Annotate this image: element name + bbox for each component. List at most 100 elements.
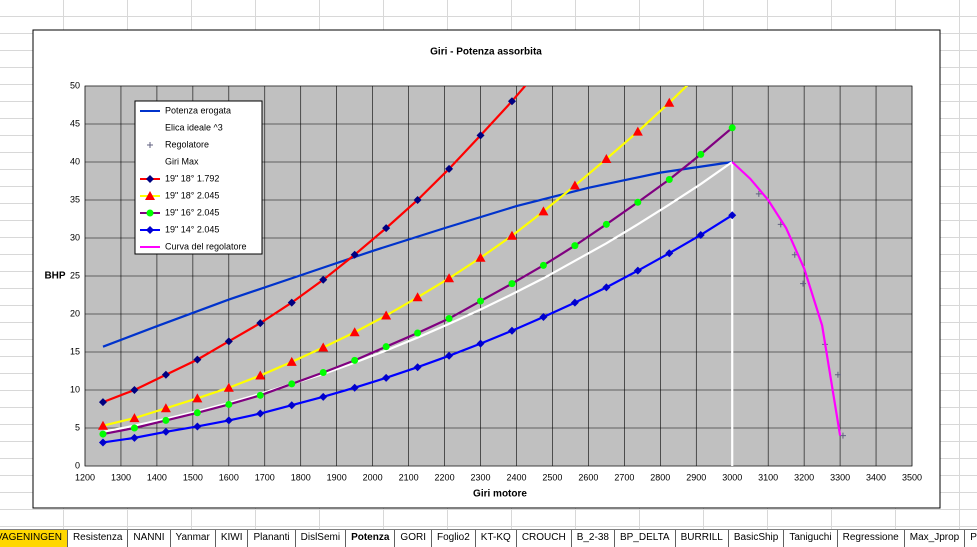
x-tick-label: 2900 [686, 472, 706, 482]
marker [665, 175, 673, 183]
marker [444, 273, 455, 283]
legend-box [134, 100, 263, 255]
marker [634, 198, 642, 206]
marker [477, 297, 485, 305]
sheet-tab[interactable]: VAGENINGEN [0, 530, 68, 547]
marker [99, 430, 107, 438]
marker [146, 226, 154, 234]
marker [601, 153, 612, 163]
chart: Giri - Potenza assorbita Giri motore BHP… [32, 29, 941, 509]
chart-title: Giri - Potenza assorbita [430, 47, 542, 58]
marker [319, 392, 328, 401]
y-tick-label: 25 [70, 270, 80, 280]
marker [350, 383, 359, 392]
marker [224, 337, 233, 346]
x-tick-label: 2700 [614, 472, 634, 482]
marker [539, 313, 548, 322]
sheet-tab[interactable]: KIWI [215, 530, 249, 547]
sheet-tab[interactable]: BP_DELTA [614, 530, 676, 547]
marker [319, 369, 327, 377]
marker [728, 211, 737, 220]
marker [382, 224, 391, 233]
marker [413, 196, 422, 204]
marker [130, 433, 139, 442]
x-axis-title: Giri motore [473, 489, 527, 500]
y-tick-label: 50 [70, 80, 80, 90]
x-tick-label: 3300 [830, 472, 850, 482]
y-tick-label: 45 [70, 118, 80, 128]
marker [508, 280, 516, 288]
marker [664, 97, 675, 107]
sheet-tab[interactable]: NANNI [128, 530, 171, 547]
sheet-tab[interactable]: Max_Jprop [904, 530, 966, 547]
sheet-tab[interactable]: B_2-38 [571, 530, 615, 547]
sheet-tab[interactable]: GORI [395, 530, 432, 547]
marker [507, 326, 516, 335]
x-tick-label: 2500 [542, 472, 562, 482]
marker [225, 400, 233, 408]
marker [256, 391, 264, 399]
legend-label: Elica ideale ^3 [165, 122, 223, 132]
sheet-tab[interactable]: Plananti [248, 530, 296, 547]
legend-label: Potenza erogata [165, 105, 231, 115]
sheet-tab[interactable]: P [965, 530, 977, 547]
marker [382, 343, 390, 351]
legend-label: Giri Max [165, 156, 199, 166]
sheet-tab[interactable]: KT-KQ [475, 530, 517, 547]
sheet-tab[interactable]: BasicShip [728, 530, 785, 547]
series-line [102, 160, 733, 348]
marker [98, 398, 107, 407]
marker [539, 261, 547, 269]
legend-label: 19" 16° 2.045 [165, 207, 219, 217]
marker [256, 319, 265, 328]
series-line [102, 86, 689, 427]
marker [839, 432, 846, 439]
marker [445, 351, 454, 360]
marker [287, 298, 296, 307]
sheet-tab[interactable]: Regressione [837, 530, 905, 547]
x-tick-label: 1200 [75, 472, 95, 482]
sheet-tabs: VAGENINGEN Resistenza NANNI Yanmar KIWI Plana… [0, 529, 977, 547]
y-tick-label: 35 [70, 194, 80, 204]
x-tick-label: 1400 [147, 472, 167, 482]
marker [224, 416, 233, 425]
x-tick-label: 1500 [183, 472, 203, 482]
marker [351, 356, 359, 364]
marker [130, 386, 139, 394]
x-tick-label: 1700 [255, 472, 275, 482]
marker [476, 131, 485, 140]
sheet-tab[interactable]: Taniguchi [784, 530, 838, 547]
sheet-tab[interactable]: Resistenza [67, 530, 129, 547]
marker [414, 329, 422, 337]
marker [570, 298, 579, 307]
sheet-tab[interactable]: Potenza [346, 530, 396, 547]
marker [256, 409, 265, 418]
sheet-tab[interactable]: CROUCH [516, 530, 572, 547]
marker [147, 142, 153, 148]
marker [287, 401, 296, 410]
x-tick-label: 1600 [219, 472, 239, 482]
marker [193, 409, 201, 417]
x-tick-label: 3400 [866, 472, 886, 482]
y-axis-title: BHP [44, 271, 65, 282]
sheet-tab[interactable]: Yanmar [170, 530, 216, 547]
marker [193, 355, 202, 364]
marker [381, 310, 392, 320]
marker [506, 230, 517, 240]
marker [350, 250, 359, 259]
legend-label: Regolatore [165, 139, 209, 149]
sheet-tab[interactable]: Foglio2 [431, 530, 476, 547]
series-lines [97, 86, 846, 466]
marker [791, 251, 798, 258]
x-tick-label: 2400 [506, 472, 526, 482]
marker [192, 393, 203, 403]
marker [130, 424, 138, 432]
marker [146, 175, 154, 183]
sheet-tab[interactable]: BURRILL [675, 530, 729, 547]
sheet-tab[interactable]: DislSemi [295, 530, 347, 547]
marker [286, 356, 297, 366]
marker [349, 327, 360, 337]
legend: Potenza erogata Elica ideale ^3 Regolatore… [134, 100, 263, 255]
marker [255, 370, 266, 380]
series-line [102, 161, 733, 433]
